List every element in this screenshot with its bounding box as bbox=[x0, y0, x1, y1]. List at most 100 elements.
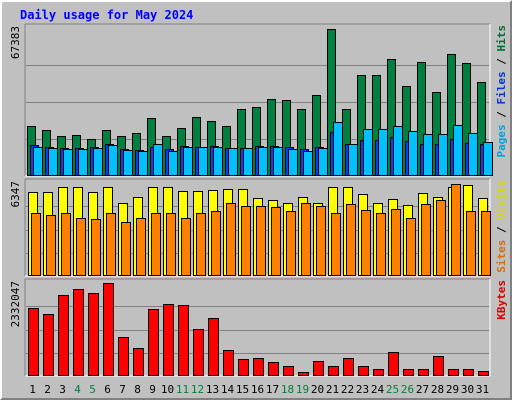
x-axis-day-labels: 1 2 3 4 5 6 7 8 9 10 11 12 13 14 15 16 17 18 19 20 21 22 23 24 2… bbox=[29, 383, 489, 396]
bar-pages-day-11 bbox=[183, 147, 193, 176]
legend-item-pages: Pages bbox=[495, 124, 508, 157]
bar-sites-day-5 bbox=[91, 219, 101, 276]
bar-pages-day-15 bbox=[243, 148, 253, 176]
day-label-19: 19 bbox=[296, 383, 309, 396]
bar-pages-day-26 bbox=[408, 131, 418, 176]
bar-kbytes-day-4 bbox=[73, 289, 84, 376]
legend-separator: / bbox=[495, 220, 508, 240]
bar-sites-day-15 bbox=[241, 206, 251, 276]
bar-pages-day-21 bbox=[333, 122, 343, 176]
bar-kbytes-day-23 bbox=[358, 366, 369, 376]
legend-separator: / bbox=[495, 52, 508, 72]
bar-kbytes-day-10 bbox=[163, 304, 174, 376]
bar-kbytes-day-19 bbox=[298, 372, 309, 376]
bar-pages-day-6 bbox=[108, 145, 118, 176]
bar-sites-day-20 bbox=[316, 206, 326, 276]
bar-kbytes-day-24 bbox=[373, 369, 384, 376]
series-sites bbox=[31, 184, 491, 276]
bar-sites-day-16 bbox=[256, 206, 266, 276]
legend-separator: / bbox=[495, 105, 508, 125]
day-label-18: 18 bbox=[281, 383, 294, 396]
bar-kbytes-day-29 bbox=[448, 369, 459, 376]
chart-title: Daily usage for May 2024 bbox=[20, 8, 193, 22]
bar-pages-day-25 bbox=[393, 126, 403, 176]
legend-hits: Pages / Files / Hits bbox=[495, 25, 508, 158]
series-kbytes bbox=[28, 283, 489, 376]
bar-kbytes-day-8 bbox=[133, 348, 144, 376]
day-label-13: 13 bbox=[206, 383, 219, 396]
bar-pages-day-18 bbox=[288, 149, 298, 176]
day-label-25: 25 bbox=[386, 383, 399, 396]
bar-kbytes-day-7 bbox=[118, 337, 129, 376]
bar-kbytes-day-31 bbox=[478, 371, 489, 376]
day-label-24: 24 bbox=[371, 383, 385, 396]
bar-pages-day-2 bbox=[48, 148, 58, 176]
bar-kbytes-day-30 bbox=[463, 369, 474, 376]
day-label-30: 30 bbox=[461, 383, 474, 396]
day-label-14: 14 bbox=[221, 383, 235, 396]
bar-sites-day-18 bbox=[286, 211, 296, 276]
bar-sites-day-19 bbox=[301, 203, 311, 276]
bar-sites-day-17 bbox=[271, 207, 281, 276]
bar-pages-day-31 bbox=[483, 142, 493, 176]
bar-kbytes-day-16 bbox=[253, 358, 264, 376]
bar-kbytes-day-18 bbox=[283, 366, 294, 376]
bar-kbytes-day-13 bbox=[208, 318, 219, 376]
legend-item-visits: Visits bbox=[495, 180, 508, 220]
bar-sites-day-27 bbox=[421, 204, 431, 276]
bar-pages-day-8 bbox=[138, 151, 148, 176]
day-label-12: 12 bbox=[191, 383, 204, 396]
day-label-9: 9 bbox=[149, 383, 156, 396]
bar-sites-day-30 bbox=[466, 211, 476, 276]
bar-pages-day-24 bbox=[378, 129, 388, 176]
day-label-3: 3 bbox=[59, 383, 66, 396]
chart-panels: 67383 Pages / Files / Hits 6347 Sites / Vis… bbox=[9, 23, 508, 377]
bar-kbytes-day-2 bbox=[43, 314, 54, 376]
bar-kbytes-day-1 bbox=[28, 308, 39, 376]
bar-pages-day-13 bbox=[213, 147, 223, 176]
bar-sites-day-29 bbox=[451, 184, 461, 276]
bar-kbytes-day-5 bbox=[88, 293, 99, 376]
legend-item-hits: Hits bbox=[495, 25, 508, 52]
day-label-10: 10 bbox=[161, 383, 174, 396]
series-pages bbox=[33, 122, 493, 176]
bar-pages-day-3 bbox=[63, 149, 73, 176]
day-label-6: 6 bbox=[104, 383, 111, 396]
bar-sites-day-8 bbox=[136, 218, 146, 276]
bar-kbytes-day-12 bbox=[193, 329, 204, 376]
bar-pages-day-19 bbox=[303, 151, 313, 176]
bar-sites-day-6 bbox=[106, 213, 116, 276]
bar-kbytes-day-17 bbox=[268, 362, 279, 376]
day-label-4: 4 bbox=[74, 383, 81, 396]
bar-pages-day-23 bbox=[363, 129, 373, 176]
panel-kbytes: 2332047 KBytes bbox=[9, 278, 508, 377]
day-label-29: 29 bbox=[446, 383, 459, 396]
bar-sites-day-1 bbox=[31, 213, 41, 276]
bar-sites-day-7 bbox=[121, 222, 131, 276]
max-value-label-hits: 67383 bbox=[9, 26, 22, 59]
bar-sites-day-12 bbox=[196, 213, 206, 276]
day-label-31: 31 bbox=[476, 383, 489, 396]
bar-kbytes-day-20 bbox=[313, 361, 324, 376]
bar-pages-day-9 bbox=[153, 144, 163, 176]
day-label-23: 23 bbox=[356, 383, 369, 396]
bar-pages-day-27 bbox=[423, 134, 433, 176]
bar-kbytes-day-26 bbox=[403, 369, 414, 376]
bar-kbytes-day-11 bbox=[178, 305, 189, 376]
day-label-21: 21 bbox=[326, 383, 339, 396]
bar-pages-day-14 bbox=[228, 148, 238, 176]
day-label-7: 7 bbox=[119, 383, 126, 396]
bar-kbytes-day-9 bbox=[148, 309, 159, 376]
bar-sites-day-24 bbox=[376, 213, 386, 276]
bar-pages-day-20 bbox=[318, 148, 328, 176]
bar-pages-day-5 bbox=[93, 148, 103, 176]
max-value-label-visits: 6347 bbox=[9, 181, 22, 208]
bar-kbytes-day-15 bbox=[238, 359, 249, 376]
bar-kbytes-day-28 bbox=[433, 356, 444, 376]
panel-visits: 6347 Sites / Visits bbox=[9, 178, 508, 277]
bar-sites-day-26 bbox=[406, 218, 416, 276]
bar-sites-day-3 bbox=[61, 213, 71, 276]
bar-pages-day-22 bbox=[348, 144, 358, 176]
day-label-16: 16 bbox=[251, 383, 264, 396]
max-value-label-kbytes: 2332047 bbox=[9, 281, 22, 327]
